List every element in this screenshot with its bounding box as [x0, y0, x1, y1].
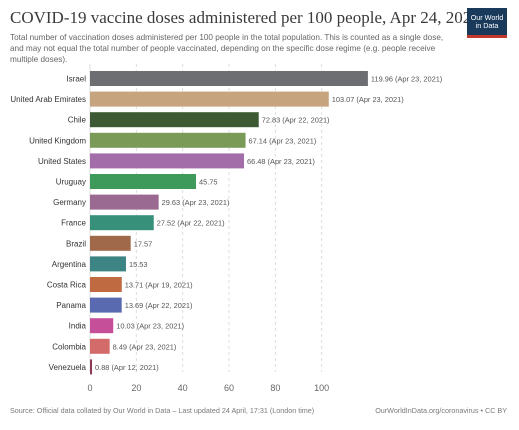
data-label: 103.07 (Apr 23, 2021): [332, 95, 404, 104]
category-label: United Arab Emirates: [10, 95, 86, 104]
bar: [90, 194, 159, 210]
data-label: 45.75: [199, 178, 218, 187]
data-label: 72.83 (Apr 22, 2021): [262, 116, 330, 125]
bar: [90, 112, 259, 128]
chart-title: COVID-19 vaccine doses administered per …: [10, 8, 480, 27]
category-label: Germany: [53, 198, 86, 207]
data-label: 0.88 (Apr 12, 2021): [95, 363, 159, 372]
logo-line-2: in Data: [475, 20, 499, 30]
category-label: Costa Rica: [47, 281, 87, 290]
category-label: United Kingdom: [29, 136, 86, 145]
data-label: 66.48 (Apr 23, 2021): [247, 157, 315, 166]
bar: [90, 215, 154, 231]
credit-link[interactable]: OurWorldInData.org/coronavirus • CC BY: [375, 406, 507, 415]
data-label: 10.03 (Apr 23, 2021): [116, 322, 184, 331]
category-label: Argentina: [52, 260, 87, 269]
category-label: Israel: [66, 75, 86, 84]
chart-subtitle: Total number of vaccination doses admini…: [10, 33, 444, 64]
x-tick-label: 40: [178, 383, 188, 393]
category-label: Chile: [68, 116, 87, 125]
data-label: 67.14 (Apr 23, 2021): [249, 136, 317, 145]
bar: [90, 297, 122, 313]
data-label: 15.53: [129, 260, 148, 269]
category-label: Brazil: [66, 239, 86, 248]
category-label: India: [69, 322, 87, 331]
category-label: United States: [38, 157, 86, 166]
x-tick-label: 100: [314, 383, 329, 393]
owid-logo[interactable]: Our World in Data: [467, 8, 507, 38]
bar: [90, 153, 245, 169]
bar: [90, 256, 126, 272]
bar: [90, 71, 368, 86]
category-label: Colombia: [52, 342, 86, 351]
bar: [90, 277, 122, 292]
bar: [90, 359, 93, 375]
data-label: 27.52 (Apr 22, 2021): [157, 219, 225, 228]
logo-line-1: Our World: [470, 12, 504, 22]
bar-chart: 0 20 40 60 80 100 Israel 119.96 (Apr 23, 2021) U…: [10, 64, 442, 393]
data-label: 13.71 (Apr 19, 2021): [125, 281, 193, 290]
x-tick-label: 60: [224, 383, 234, 393]
bar: [90, 132, 246, 148]
x-tick-label: 20: [131, 383, 141, 393]
data-label: 8.49 (Apr 23, 2021): [113, 342, 177, 351]
x-tick-label: 80: [270, 383, 280, 393]
source-note: Source: Official data collated by Our Wo…: [10, 406, 315, 415]
x-tick-label: 0: [87, 383, 92, 393]
data-label: 17.57: [134, 239, 153, 248]
category-label: France: [61, 219, 86, 228]
bar: [90, 91, 329, 107]
data-label: 119.96 (Apr 23, 2021): [371, 75, 442, 84]
category-label: Venezuela: [49, 363, 87, 372]
data-label: 29.63 (Apr 23, 2021): [162, 198, 230, 207]
bar: [90, 174, 196, 189]
bar: [90, 318, 114, 334]
data-label: 13.69 (Apr 22, 2021): [125, 301, 193, 310]
bar: [90, 235, 131, 251]
category-label: Panama: [56, 301, 86, 310]
bar: [90, 338, 110, 354]
category-label: Uruguay: [56, 178, 86, 187]
